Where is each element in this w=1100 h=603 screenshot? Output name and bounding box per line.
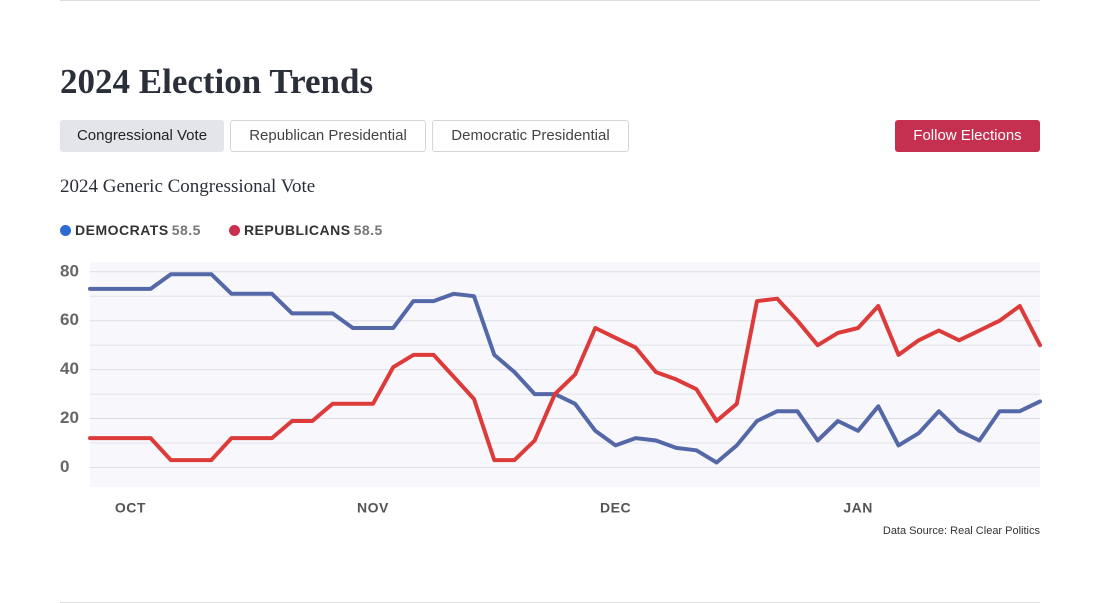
- legend-swatch: [228, 225, 240, 236]
- tab[interactable]: Republican Presidential: [230, 120, 426, 152]
- legend-value: 58.5: [171, 222, 201, 238]
- legend-label: REPUBLICANS: [243, 222, 351, 238]
- legend-item: DEMOCRATS 58.5: [60, 222, 201, 238]
- legend-value: 58.5: [353, 222, 383, 238]
- y-tick-label: 40: [60, 359, 79, 378]
- follow-button[interactable]: Follow Elections: [895, 120, 1040, 152]
- y-tick-label: 80: [60, 261, 79, 280]
- legend-item: REPUBLICANS 58.5: [228, 222, 383, 238]
- tab[interactable]: Congressional Vote: [60, 120, 224, 152]
- legend: DEMOCRATS 58.5 REPUBLICANS 58.5: [60, 222, 411, 238]
- y-tick-label: 60: [60, 310, 79, 329]
- plot-background: [90, 262, 1040, 487]
- x-tick-label: NOV: [357, 500, 389, 516]
- source-note: Data Source: Real Clear Politics: [882, 525, 1040, 537]
- y-tick-label: 20: [60, 408, 79, 427]
- series-line: [88, 272, 1042, 465]
- legend-swatch: [60, 225, 71, 236]
- tab[interactable]: Democratic Presidential: [432, 120, 629, 152]
- chart-title: 2024 Generic Congressional Vote: [60, 176, 316, 197]
- series-line: [88, 296, 1042, 463]
- page-title: 2024 Election Trends: [60, 62, 374, 101]
- x-tick-label: OCT: [115, 500, 146, 516]
- legend-label: DEMOCRATS: [75, 222, 169, 238]
- x-tick-label: DEC: [600, 500, 631, 516]
- top-rule: [60, 0, 1040, 1]
- x-tick-label: JAN: [843, 500, 873, 516]
- y-tick-label: 0: [60, 457, 69, 476]
